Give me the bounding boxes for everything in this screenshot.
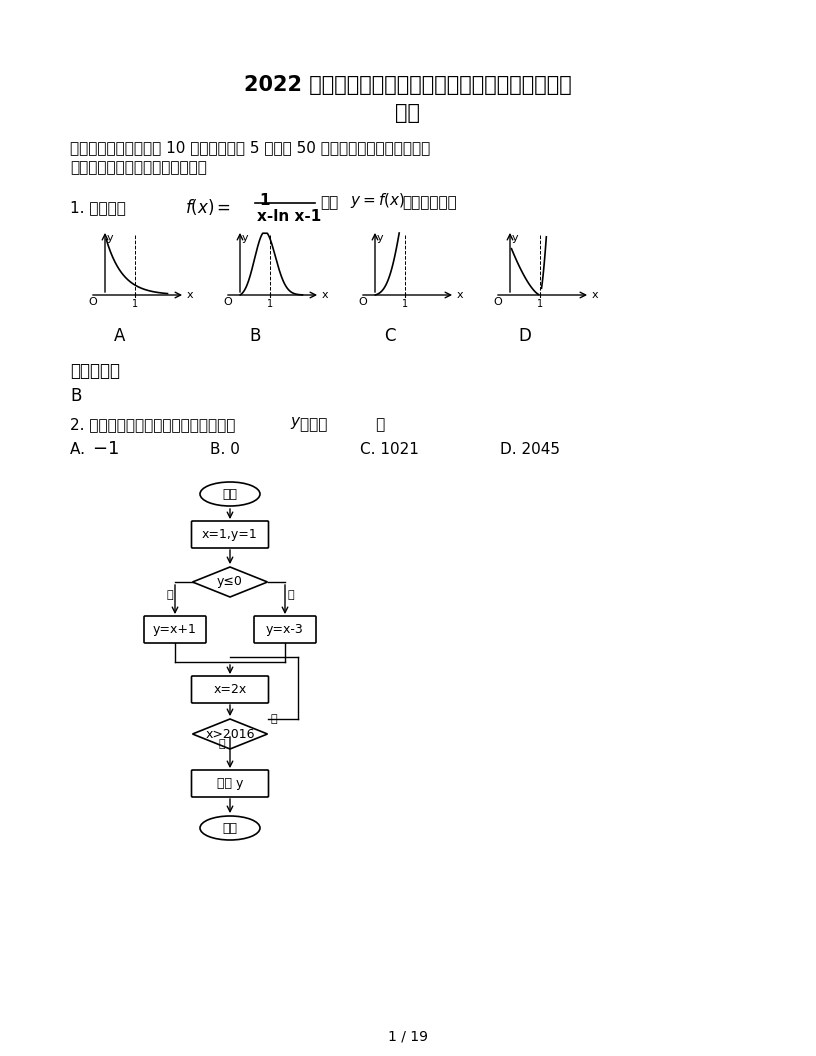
- Text: $f(x)=$: $f(x)=$: [185, 197, 231, 216]
- Text: A: A: [114, 327, 126, 345]
- Text: y≤0: y≤0: [217, 576, 243, 588]
- Polygon shape: [193, 567, 268, 597]
- Text: O: O: [224, 297, 232, 307]
- Text: 1: 1: [267, 299, 273, 309]
- Text: 的图像大致为: 的图像大致为: [402, 195, 457, 210]
- Text: 1. 已知函数: 1. 已知函数: [70, 200, 126, 215]
- Text: y: y: [242, 233, 249, 243]
- FancyBboxPatch shape: [192, 521, 268, 548]
- Text: 1 / 19: 1 / 19: [388, 1030, 428, 1044]
- Text: 2. 执行如图所示的程序框图，则输出的: 2. 执行如图所示的程序框图，则输出的: [70, 417, 235, 432]
- FancyBboxPatch shape: [192, 770, 268, 797]
- Text: 输出 y: 输出 y: [217, 777, 243, 790]
- FancyBboxPatch shape: [144, 616, 206, 643]
- Text: x=1,y=1: x=1,y=1: [202, 528, 258, 541]
- Text: y=x+1: y=x+1: [153, 623, 197, 636]
- Text: ，则: ，则: [320, 195, 339, 210]
- Text: 一、选择题：本大题共 10 小题，每小题 5 分，共 50 分。在每小题给出的四个选: 一、选择题：本大题共 10 小题，每小题 5 分，共 50 分。在每小题给出的四…: [70, 140, 430, 155]
- Text: x>2016: x>2016: [206, 728, 255, 740]
- Text: D. 2045: D. 2045: [500, 442, 560, 457]
- Text: 否: 否: [270, 714, 277, 724]
- Text: 2022 年江西省宜春市岗前中学高三数学文月考试题含: 2022 年江西省宜春市岗前中学高三数学文月考试题含: [244, 75, 572, 95]
- Text: B: B: [70, 386, 82, 406]
- Text: 是: 是: [219, 739, 225, 749]
- Text: 1: 1: [537, 299, 543, 309]
- Text: 项中，只有是一个符合题目要求的: 项中，只有是一个符合题目要求的: [70, 161, 207, 175]
- Text: B. 0: B. 0: [210, 442, 240, 457]
- Text: y: y: [107, 233, 113, 243]
- Text: 结束: 结束: [223, 822, 237, 834]
- Text: x: x: [322, 290, 329, 300]
- Text: 开始: 开始: [223, 488, 237, 501]
- Text: y: y: [512, 233, 519, 243]
- Text: $-1$: $-1$: [92, 440, 119, 458]
- Ellipse shape: [200, 816, 260, 840]
- Text: 1: 1: [259, 193, 270, 208]
- Text: y=x-3: y=x-3: [266, 623, 304, 636]
- Text: O: O: [358, 297, 367, 307]
- Text: O: O: [493, 297, 502, 307]
- Text: $y=f(x)$: $y=f(x)$: [350, 190, 405, 209]
- Text: x: x: [592, 290, 599, 300]
- Text: 否: 否: [287, 590, 294, 600]
- Ellipse shape: [200, 482, 260, 506]
- Text: y: y: [377, 233, 384, 243]
- Text: 1: 1: [132, 299, 138, 309]
- Text: B: B: [250, 327, 260, 345]
- Text: 1: 1: [402, 299, 408, 309]
- Text: 是: 是: [166, 590, 173, 600]
- Text: x=2x: x=2x: [213, 683, 246, 696]
- Polygon shape: [193, 719, 268, 749]
- Text: 等于（          ）: 等于（ ）: [300, 417, 385, 432]
- Text: C: C: [384, 327, 396, 345]
- Text: A.: A.: [70, 442, 90, 457]
- Text: x: x: [187, 290, 193, 300]
- FancyBboxPatch shape: [254, 616, 316, 643]
- FancyBboxPatch shape: [192, 676, 268, 703]
- Text: D: D: [518, 327, 531, 345]
- Text: 参考答案：: 参考答案：: [70, 362, 120, 380]
- Text: x: x: [457, 290, 463, 300]
- Text: x-ln x-1: x-ln x-1: [257, 209, 322, 224]
- Text: 解析: 解析: [396, 103, 420, 122]
- Text: C. 1021: C. 1021: [360, 442, 419, 457]
- Text: O: O: [88, 297, 97, 307]
- Text: $y$: $y$: [290, 415, 302, 431]
